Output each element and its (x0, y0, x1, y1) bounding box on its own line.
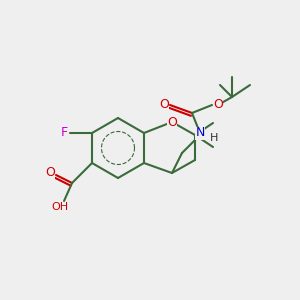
Text: O: O (159, 98, 169, 112)
Text: O: O (167, 116, 177, 128)
Text: O: O (213, 98, 223, 112)
Text: OH: OH (52, 202, 69, 212)
Text: F: F (61, 127, 68, 140)
Text: H: H (210, 133, 218, 143)
Text: N: N (195, 127, 205, 140)
Text: O: O (45, 167, 55, 179)
